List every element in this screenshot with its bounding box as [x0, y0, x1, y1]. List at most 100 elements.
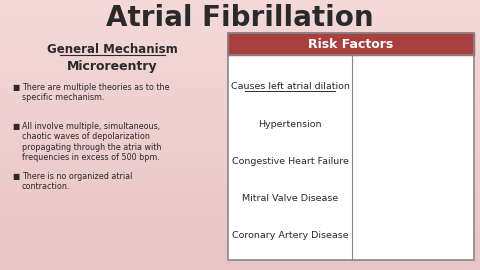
Bar [0, 269, 480, 270]
Bar [0, 41, 480, 42]
Bar [0, 57, 480, 58]
Bar [0, 0, 480, 1]
Bar [0, 88, 480, 89]
Bar [0, 140, 480, 141]
Bar [0, 231, 480, 232]
Text: ■: ■ [12, 122, 19, 131]
Bar [0, 13, 480, 14]
Bar [0, 201, 480, 202]
Bar [0, 153, 480, 154]
Bar [0, 28, 480, 29]
Bar [0, 223, 480, 224]
Bar [0, 211, 480, 212]
Bar [0, 243, 480, 244]
Bar [0, 226, 480, 227]
Bar [0, 260, 480, 261]
Bar [0, 248, 480, 249]
Bar [0, 44, 480, 45]
Text: Microreentry: Microreentry [67, 60, 157, 73]
Bar [0, 65, 480, 66]
Bar [0, 257, 480, 258]
Text: Mitral Valve Disease: Mitral Valve Disease [242, 194, 338, 203]
Bar [0, 69, 480, 70]
Bar [0, 267, 480, 268]
Bar [0, 21, 480, 22]
Bar [0, 97, 480, 98]
Bar [0, 203, 480, 204]
Bar [0, 48, 480, 49]
Bar [0, 213, 480, 214]
Text: All involve multiple, simultaneous,
chaotic waves of depolarization
propagating : All involve multiple, simultaneous, chao… [22, 122, 161, 162]
Bar [0, 107, 480, 108]
Bar [0, 135, 480, 136]
Bar [0, 100, 480, 101]
Bar [0, 4, 480, 5]
Bar [0, 84, 480, 85]
Bar [0, 23, 480, 24]
Bar [0, 150, 480, 151]
Bar [0, 200, 480, 201]
Bar [0, 10, 480, 11]
Bar [0, 165, 480, 166]
Bar [0, 110, 480, 111]
Text: Coronary Artery Disease: Coronary Artery Disease [232, 231, 348, 240]
Bar [0, 216, 480, 217]
Bar [0, 16, 480, 17]
Bar [0, 1, 480, 2]
Bar [0, 136, 480, 137]
Bar [0, 32, 480, 33]
Bar [0, 197, 480, 198]
Bar [0, 171, 480, 172]
Bar [0, 61, 480, 62]
Bar [0, 159, 480, 160]
Bar [0, 240, 480, 241]
Bar [0, 99, 480, 100]
Bar [0, 128, 480, 129]
Bar [0, 222, 480, 223]
Bar [0, 89, 480, 90]
Bar [0, 202, 480, 203]
Bar [0, 45, 480, 46]
Text: Causes left atrial dilation: Causes left atrial dilation [230, 82, 349, 91]
Bar [0, 251, 480, 252]
Bar [0, 230, 480, 231]
Bar [0, 52, 480, 53]
Bar [0, 234, 480, 235]
Bar [0, 3, 480, 4]
Bar [0, 67, 480, 68]
Bar [0, 94, 480, 95]
Bar [0, 264, 480, 265]
Bar [0, 102, 480, 103]
Bar [0, 239, 480, 240]
Bar [0, 195, 480, 196]
Bar [0, 81, 480, 82]
Bar [0, 73, 480, 74]
Bar [0, 55, 480, 56]
Bar [0, 58, 480, 59]
Bar [0, 80, 480, 81]
Text: There are multiple theories as to the
specific mechanism.: There are multiple theories as to the sp… [22, 83, 169, 103]
Bar [0, 220, 480, 221]
Bar [0, 127, 480, 128]
Bar [0, 76, 480, 77]
Bar [0, 137, 480, 138]
Bar [0, 130, 480, 131]
Bar [0, 218, 480, 219]
Bar [0, 244, 480, 245]
Bar [0, 74, 480, 75]
Bar [0, 204, 480, 205]
Bar [0, 35, 480, 36]
Bar [0, 62, 480, 63]
Bar [0, 149, 480, 150]
Bar [0, 186, 480, 187]
Bar [0, 143, 480, 144]
Bar [0, 238, 480, 239]
Bar [0, 19, 480, 20]
Bar [0, 116, 480, 117]
Bar [0, 254, 480, 255]
Bar [0, 49, 480, 50]
Bar [0, 106, 480, 107]
Bar [0, 152, 480, 153]
Bar [0, 7, 480, 8]
Text: Atrial Fibrillation: Atrial Fibrillation [106, 4, 374, 32]
